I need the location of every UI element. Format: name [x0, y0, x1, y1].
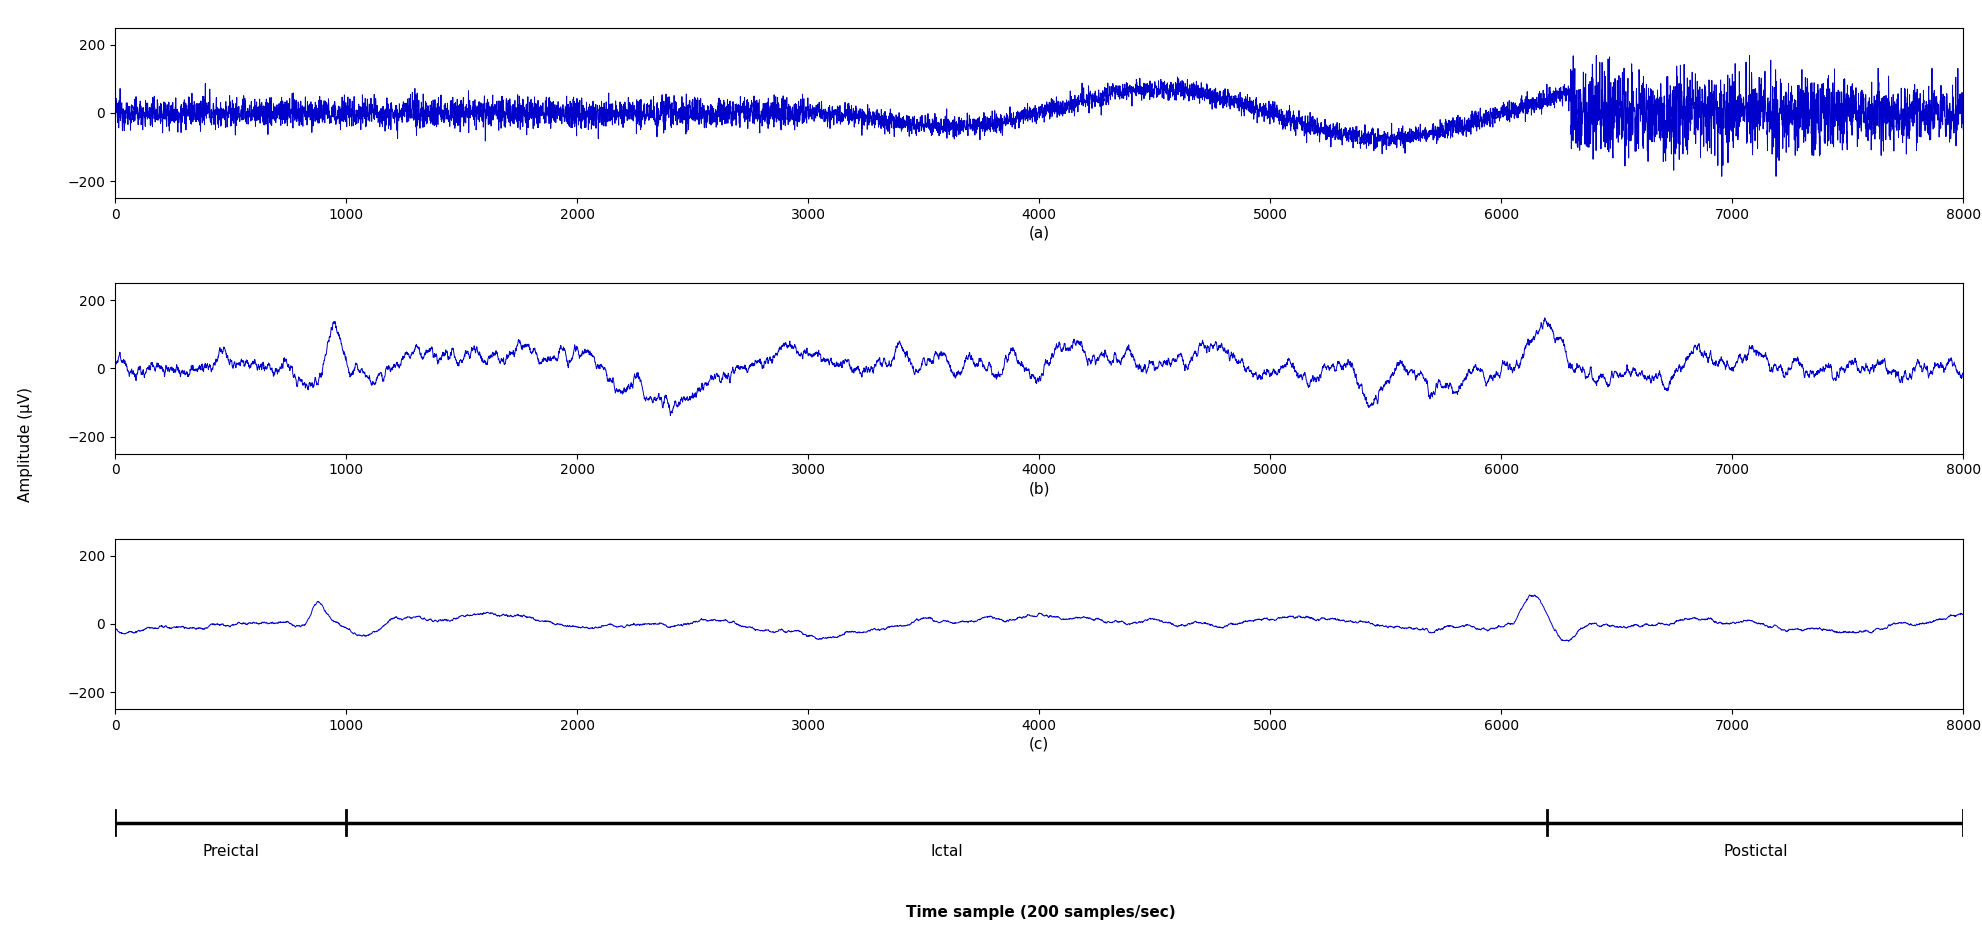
Text: Time sample (200 samples/sec): Time sample (200 samples/sec)	[906, 906, 1175, 920]
Text: Preictal: Preictal	[202, 844, 260, 859]
X-axis label: (c): (c)	[1029, 737, 1048, 752]
X-axis label: (b): (b)	[1029, 481, 1048, 497]
Text: Amplitude (μV): Amplitude (μV)	[18, 387, 34, 501]
X-axis label: (a): (a)	[1029, 226, 1048, 241]
Text: Postictal: Postictal	[1722, 844, 1786, 859]
Text: Ictal: Ictal	[930, 844, 963, 859]
